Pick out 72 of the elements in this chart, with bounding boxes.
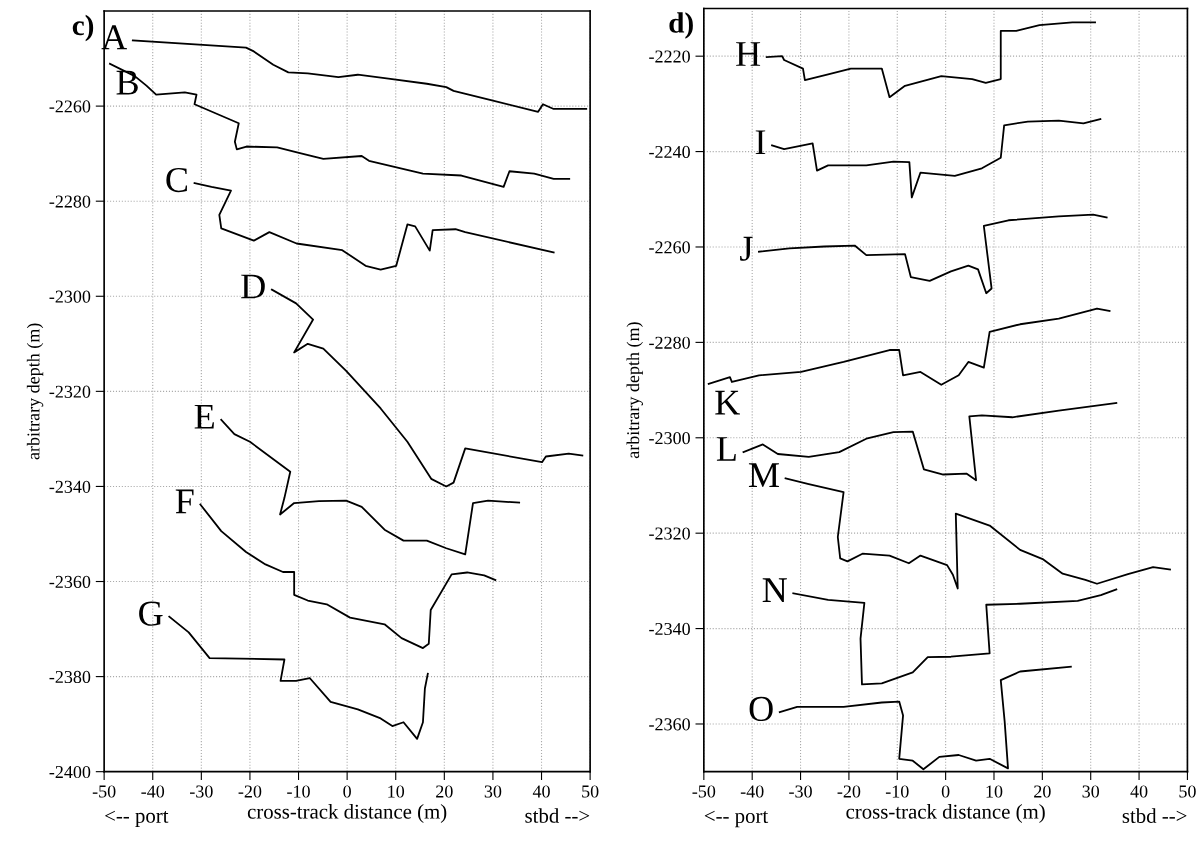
- series-label: K: [715, 390, 740, 415]
- x-tick-label: 0: [343, 785, 351, 798]
- x-tick-label: 50: [1179, 785, 1196, 798]
- x-tick-label: -30: [189, 785, 213, 798]
- x-tick-label: -30: [789, 785, 812, 798]
- x-tick-label: -50: [692, 785, 716, 798]
- y-axis-title: arbitrary depth (m): [626, 322, 643, 459]
- text: <-- port: [704, 810, 769, 828]
- x-tick-label: 40: [1130, 785, 1148, 798]
- x-tick-label: 50: [582, 785, 599, 798]
- x-tick-label: 20: [1034, 785, 1051, 798]
- series-label: J: [740, 236, 753, 261]
- x-tick-label: 40: [532, 785, 550, 798]
- y-tick-label: -2280: [49, 195, 91, 208]
- series-label: I: [755, 130, 766, 155]
- text: stbd -->: [525, 808, 590, 823]
- x-tick-label: -10: [885, 785, 909, 798]
- y-tick-label: -2260: [649, 241, 690, 254]
- line-series: [270, 288, 584, 488]
- y-tick-label: -2300: [649, 432, 690, 445]
- x-tick-label: -20: [837, 785, 861, 798]
- series-label: D: [241, 274, 265, 299]
- y-tick-label: -2340: [49, 480, 91, 493]
- y-tick-label: -2220: [649, 50, 690, 63]
- y-tick-label: -2280: [649, 336, 690, 349]
- text: stbd -->: [1122, 808, 1187, 823]
- line-series: [193, 182, 555, 271]
- x-tick-label: 20: [436, 785, 453, 798]
- y-tick-label: -2320: [49, 385, 91, 398]
- series-label: N: [762, 578, 787, 602]
- y-tick-label: -2360: [49, 575, 91, 588]
- series-label: H: [736, 42, 761, 66]
- line-series: [771, 118, 1102, 199]
- y-tick-label: -2240: [649, 145, 690, 159]
- series-label: E: [194, 404, 214, 429]
- x-tick-label: 10: [388, 785, 405, 798]
- x-axis-title: cross-track distance (m): [247, 804, 447, 823]
- series-label: O: [749, 696, 773, 722]
- y-tick-label: -2260: [49, 100, 91, 113]
- x-tick-label: 30: [484, 785, 502, 798]
- line-series: [758, 213, 1108, 295]
- x-tick-label: -40: [740, 785, 764, 798]
- y-tick-label: -2360: [649, 718, 690, 731]
- line-series: [220, 418, 521, 556]
- chart-title: c): [72, 14, 94, 42]
- y-tick-label: -2300: [49, 290, 91, 303]
- x-axis-title: cross-track distance (m): [846, 804, 1045, 823]
- line-series: [199, 503, 497, 649]
- x-tick-label: 30: [1082, 785, 1100, 798]
- y-tick-label: -2380: [49, 670, 91, 684]
- text: <-- port: [105, 810, 169, 828]
- line-series: [792, 588, 1118, 686]
- y-tick-label: -2400: [49, 765, 91, 779]
- series-label: F: [175, 489, 194, 514]
- x-tick-label: -20: [238, 785, 262, 798]
- x-tick-label: 0: [941, 785, 950, 798]
- x-tick-label: -10: [287, 785, 310, 798]
- y-tick-label: -2320: [649, 527, 690, 540]
- chart-title: d): [669, 12, 693, 39]
- x-tick-label: 10: [986, 785, 1003, 798]
- series-label: L: [716, 437, 736, 461]
- line-series: [707, 307, 1111, 386]
- series-label: C: [166, 167, 187, 193]
- line-series: [168, 615, 429, 740]
- line-series: [765, 21, 1096, 99]
- series-label: G: [139, 601, 163, 626]
- y-axis-title: arbitrary depth (m): [26, 323, 44, 460]
- y-tick-label: -2340: [649, 622, 690, 636]
- series-label: M: [748, 463, 779, 488]
- x-tick-label: -50: [92, 785, 116, 798]
- x-tick-label: -40: [141, 785, 165, 798]
- series-label: B: [116, 70, 138, 95]
